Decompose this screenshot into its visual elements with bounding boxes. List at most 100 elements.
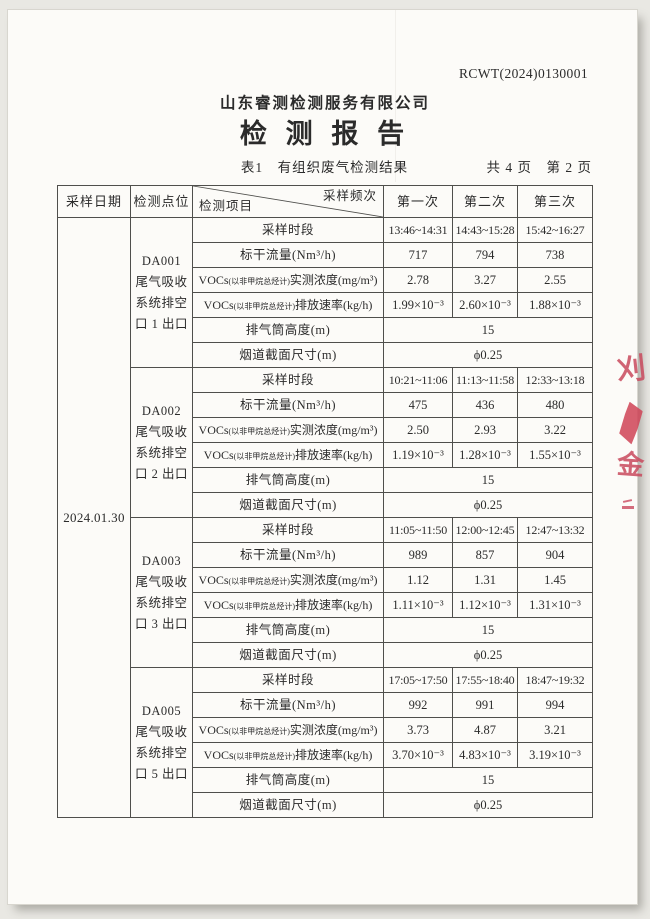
flue-size-value: ϕ0.25 <box>383 792 593 818</box>
period-value: 14:43~15:28 <box>452 217 518 243</box>
flow-value: 857 <box>452 542 518 568</box>
table-row: DA003 尾气吸收 系统排空 口 3 出口 采样时段 11:05~11:50 … <box>58 517 593 668</box>
row-label-flow: 标干流量(Nm³/h) <box>192 242 384 268</box>
row-label-flue-size: 烟道截面尺寸(m) <box>192 342 384 368</box>
table-row: VOCs(以非甲烷总烃计)实测浓度(mg/m³) 1.12 1.31 1.45 <box>58 567 593 593</box>
period-value: 10:21~11:06 <box>383 367 453 393</box>
row-label-voc-rate: VOCs(以非甲烷总烃计)排放速率(kg/h) <box>192 592 384 618</box>
point-line: 系统排空 <box>135 295 188 310</box>
point-line: 口 3 出口 <box>134 616 188 631</box>
paper-crease <box>395 10 396 182</box>
header-run-3: 第三次 <box>517 185 593 218</box>
row-label-flue-size: 烟道截面尺寸(m) <box>192 642 384 668</box>
table-row: VOCs(以非甲烷总烃计)排放速率(kg/h) 1.19×10⁻³ 1.28×1… <box>58 442 593 468</box>
table-row: 排气筒高度(m) 15 <box>58 617 593 643</box>
voc-label: VOCs <box>203 597 234 612</box>
voc-label: VOCs <box>198 722 229 737</box>
voc-label: VOCs <box>198 422 229 437</box>
period-value: 11:05~11:50 <box>383 517 453 543</box>
voc-label: VOCs <box>198 272 229 287</box>
table-row: 标干流量(Nm³/h) 717 794 738 <box>58 242 593 268</box>
rate-label: 排放速率(kg/h) <box>295 297 373 312</box>
point-line: DA005 <box>141 703 182 718</box>
rate-label: 排放速率(kg/h) <box>295 747 373 762</box>
flow-value: 436 <box>452 392 518 418</box>
conc-label: 实测浓度(mg/m³) <box>289 572 378 587</box>
red-stamp-fragment: 刈 金 <box>615 352 645 517</box>
point-line: 尾气吸收 <box>135 574 188 589</box>
period-value: 11:13~11:58 <box>452 367 518 393</box>
header-monitor-point: 检测点位 <box>130 185 193 218</box>
period-value: 12:00~12:45 <box>452 517 518 543</box>
point-line: 尾气吸收 <box>135 424 188 439</box>
row-label-period: 采样时段 <box>192 667 384 693</box>
rate-value: 1.88×10⁻³ <box>517 292 593 318</box>
conc-value: 2.78 <box>383 267 453 293</box>
flue-size-value: ϕ0.25 <box>383 342 593 368</box>
stamp-glyph: 金 <box>616 449 645 481</box>
row-label-flue-size: 烟道截面尺寸(m) <box>192 792 384 818</box>
monitor-point-da001: DA001 尾气吸收 系统排空 口 1 出口 <box>130 217 193 368</box>
conc-value: 4.87 <box>452 717 518 743</box>
table-header-row: 采样日期 检测点位 采样频次 检测项目 第一次 第二次 第三次 <box>57 185 593 218</box>
page-info: 共 4 页 第 2 页 <box>480 156 592 176</box>
table-caption: 表1 有组织废气检测结果 <box>240 160 409 175</box>
table-caption-row: 表1 有组织废气检测结果 共 4 页 第 2 页 <box>57 156 592 176</box>
period-value: 17:55~18:40 <box>452 667 518 693</box>
period-value: 12:47~13:32 <box>517 517 593 543</box>
conc-value: 3.22 <box>517 417 593 443</box>
point-line: 口 2 出口 <box>134 466 188 481</box>
row-label-voc-concentration: VOCs(以非甲烷总烃计)实测浓度(mg/m³) <box>192 417 384 443</box>
header-run-1: 第一次 <box>383 185 453 218</box>
flow-value: 480 <box>517 392 593 418</box>
rate-value: 1.99×10⁻³ <box>383 292 453 318</box>
table-row: 标干流量(Nm³/h) 989 857 904 <box>58 542 593 568</box>
row-label-flow: 标干流量(Nm³/h) <box>192 542 384 568</box>
header-diagonal-cell: 采样频次 检测项目 <box>192 185 384 218</box>
row-label-voc-rate: VOCs(以非甲烷总烃计)排放速率(kg/h) <box>192 292 384 318</box>
row-label-stack-height: 排气筒高度(m) <box>192 767 384 793</box>
voc-label: VOCs <box>203 447 234 462</box>
point-line: DA003 <box>141 553 182 568</box>
row-label-voc-concentration: VOCs(以非甲烷总烃计)实测浓度(mg/m³) <box>192 267 384 293</box>
stack-height-value: 15 <box>383 317 593 343</box>
row-label-flow: 标干流量(Nm³/h) <box>192 392 384 418</box>
table-row: 排气筒高度(m) 15 <box>58 767 593 793</box>
row-label-voc-concentration: VOCs(以非甲烷总烃计)实测浓度(mg/m³) <box>192 717 384 743</box>
point-line: 口 1 出口 <box>134 316 188 331</box>
table-row: 排气筒高度(m) 15 <box>58 467 593 493</box>
stamp-tick <box>622 499 633 503</box>
conc-value: 1.45 <box>517 567 593 593</box>
period-value: 17:05~17:50 <box>383 667 453 693</box>
table-row: VOCs(以非甲烷总烃计)排放速率(kg/h) 1.11×10⁻³ 1.12×1… <box>58 592 593 618</box>
table-row: 2024.01.30 DA001 尾气吸收 系统排空 口 1 出口 采样时段 1… <box>57 217 593 818</box>
report-number: RCWT(2024)0130001 <box>458 66 588 81</box>
row-label-flow: 标干流量(Nm³/h) <box>192 692 384 718</box>
conc-value: 3.21 <box>517 717 593 743</box>
flue-size-value: ϕ0.25 <box>383 642 593 668</box>
flow-value: 992 <box>383 692 453 718</box>
voc-basis-label: (以非甲烷总烃计) <box>228 576 290 586</box>
rate-value: 1.11×10⁻³ <box>383 592 453 618</box>
results-table: 采样日期 检测点位 采样频次 检测项目 第一次 第二次 第三次 2024.01.… <box>57 185 593 818</box>
period-value: 12:33~13:18 <box>517 367 593 393</box>
rate-value: 4.83×10⁻³ <box>452 742 518 768</box>
row-label-voc-rate: VOCs(以非甲烷总烃计)排放速率(kg/h) <box>192 442 384 468</box>
voc-basis-label: (以非甲烷总烃计) <box>228 726 290 736</box>
rate-value: 2.60×10⁻³ <box>452 292 518 318</box>
monitor-point-da005: DA005 尾气吸收 系统排空 口 5 出口 <box>130 667 193 818</box>
conc-value: 2.50 <box>383 417 453 443</box>
monitor-point-da003: DA003 尾气吸收 系统排空 口 3 出口 <box>130 517 193 668</box>
rate-value: 1.55×10⁻³ <box>517 442 593 468</box>
rate-value: 3.70×10⁻³ <box>383 742 453 768</box>
conc-value: 3.73 <box>383 717 453 743</box>
rate-value: 1.31×10⁻³ <box>517 592 593 618</box>
point-line: 系统排空 <box>135 595 188 610</box>
monitor-point-da002: DA002 尾气吸收 系统排空 口 2 出口 <box>130 367 193 518</box>
voc-basis-label: (以非甲烷总烃计) <box>233 751 295 761</box>
flow-value: 717 <box>383 242 453 268</box>
voc-basis-label: (以非甲烷总烃计) <box>228 276 290 286</box>
company-name: 山东睿测检测服务有限公司 <box>219 95 430 112</box>
row-label-period: 采样时段 <box>192 217 384 243</box>
flow-value: 904 <box>517 542 593 568</box>
